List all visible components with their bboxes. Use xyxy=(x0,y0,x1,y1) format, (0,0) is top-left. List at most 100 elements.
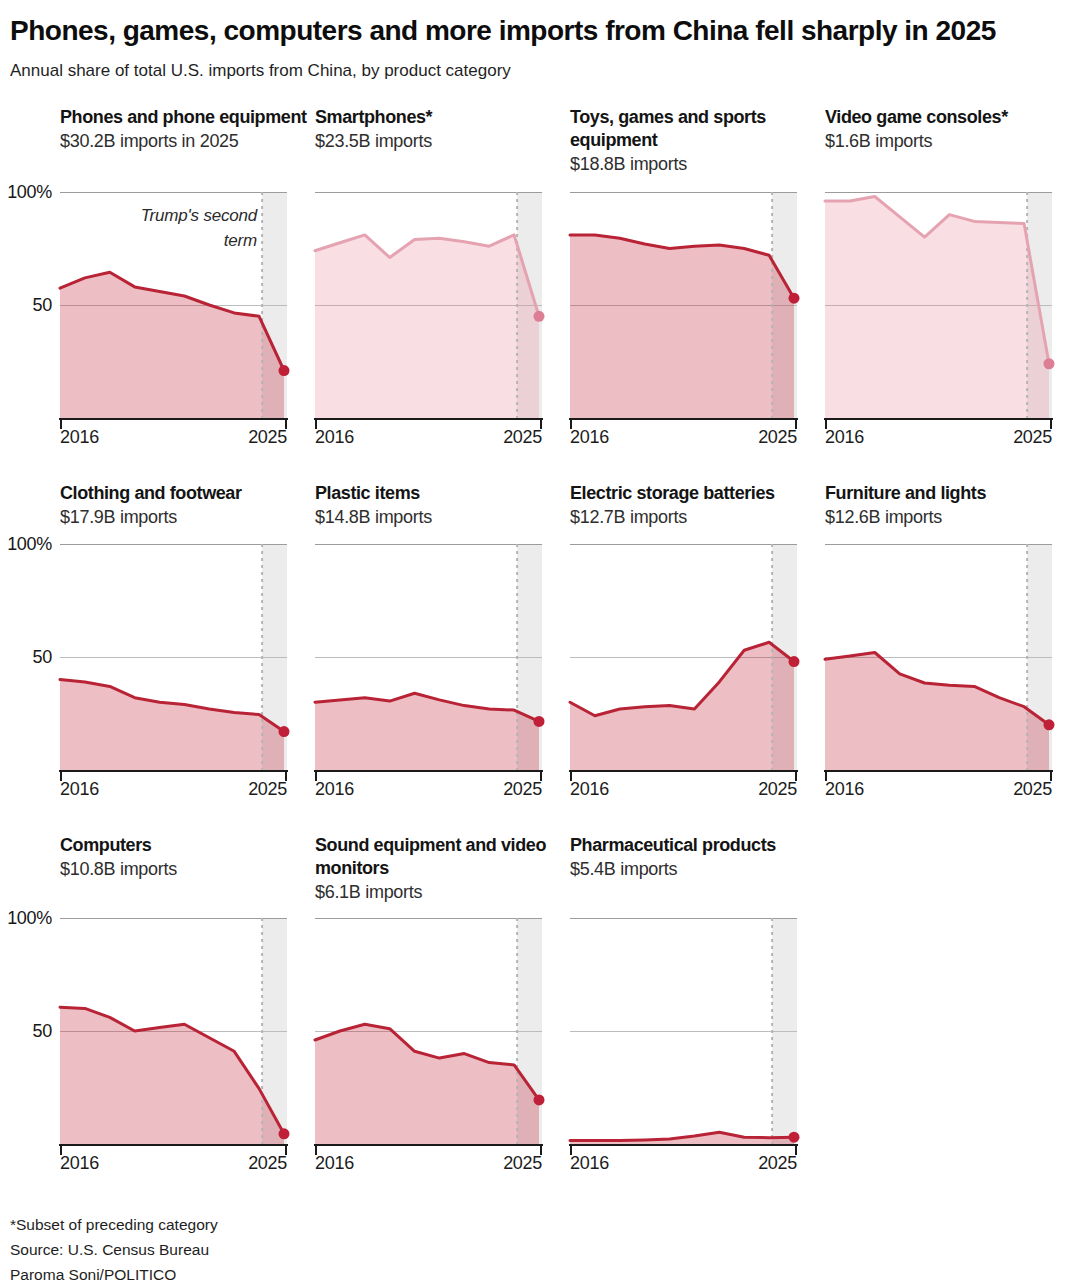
area-series xyxy=(825,653,1049,771)
annotation-trump-second-term: Trump's second term xyxy=(112,203,257,253)
mini-chart-svg xyxy=(315,918,542,1156)
area-series xyxy=(60,680,284,770)
chart-cell-video-game-consoles: Video game consoles* $1.6B imports 2016 … xyxy=(825,106,1052,450)
x-axis-labels: 2016 2025 xyxy=(570,418,797,450)
x-tick-label-end: 2025 xyxy=(248,1153,287,1174)
x-tick-label-end: 2025 xyxy=(248,779,287,800)
y-axis-label-100: 100% xyxy=(0,182,52,203)
chart-value-label: $12.7B imports xyxy=(570,506,822,529)
end-point-dot xyxy=(534,716,545,727)
chart-cell-sound-equipment-and-video-monitors: Sound equipment and video monitors $6.1B… xyxy=(315,834,542,1176)
chart-plot xyxy=(825,544,1052,770)
chart-plot xyxy=(570,918,797,1144)
chart-title: Smartphones* xyxy=(315,106,567,129)
x-tick-label-start: 2016 xyxy=(315,1153,354,1174)
end-point-dot xyxy=(1044,358,1055,369)
x-axis-labels: 2016 2025 xyxy=(315,1144,542,1176)
chart-plot: 100%50 xyxy=(60,544,287,770)
chart-header: Pharmaceutical products $5.4B imports xyxy=(570,834,797,918)
x-tick-label-end: 2025 xyxy=(503,1153,542,1174)
x-axis-labels: 2016 2025 xyxy=(825,418,1052,450)
chart-cell-toys-games-and-sports-equipment: Toys, games and sports equipment $18.8B … xyxy=(570,106,797,450)
chart-title: Video game consoles* xyxy=(825,106,1077,129)
area-series xyxy=(570,235,794,418)
chart-value-label: $1.6B imports xyxy=(825,130,1077,153)
mini-chart-svg xyxy=(570,544,797,782)
mini-chart-svg xyxy=(60,918,287,1156)
mini-chart-svg xyxy=(825,544,1052,782)
x-tick-label-start: 2016 xyxy=(60,427,99,448)
x-tick-label-end: 2025 xyxy=(503,427,542,448)
chart-plot: 100%50 xyxy=(60,918,287,1144)
chart-cell-computers: Computers $10.8B imports 100%50 2016 202… xyxy=(60,834,287,1176)
chart-header: Computers $10.8B imports xyxy=(60,834,287,918)
end-point-dot xyxy=(789,1132,800,1143)
chart-header: Phones and phone equipment $30.2B import… xyxy=(60,106,287,192)
chart-value-label: $10.8B imports xyxy=(60,858,312,881)
mini-chart-svg xyxy=(825,192,1052,430)
chart-plot: 100%50Trump's second term xyxy=(60,192,287,418)
x-tick-label-start: 2016 xyxy=(570,779,609,800)
chart-plot xyxy=(570,192,797,418)
chart-title: Pharmaceutical products xyxy=(570,834,822,857)
mini-chart-svg xyxy=(60,544,287,782)
chart-title: Furniture and lights xyxy=(825,482,1077,505)
mini-chart-svg xyxy=(570,192,797,430)
chart-plot xyxy=(315,918,542,1144)
x-tick-label-start: 2016 xyxy=(60,779,99,800)
x-tick-label-start: 2016 xyxy=(315,779,354,800)
footnote-credit: Paroma Soni/POLITICO xyxy=(10,1262,1080,1287)
end-point-dot xyxy=(279,365,290,376)
chart-title: Phones and phone equipment xyxy=(60,106,312,129)
chart-value-label: $23.5B imports xyxy=(315,130,567,153)
chart-header: Plastic items $14.8B imports xyxy=(315,482,542,544)
area-series xyxy=(825,197,1049,419)
footnote-source: Source: U.S. Census Bureau xyxy=(10,1237,1080,1262)
chart-value-label: $14.8B imports xyxy=(315,506,567,529)
x-axis-labels: 2016 2025 xyxy=(315,770,542,802)
chart-value-label: $12.6B imports xyxy=(825,506,1077,529)
chart-header: Clothing and footwear $17.9B imports xyxy=(60,482,287,544)
chart-cell-furniture-and-lights: Furniture and lights $12.6B imports 2016… xyxy=(825,482,1052,802)
y-axis-label-50: 50 xyxy=(0,647,52,668)
chart-plot xyxy=(315,192,542,418)
y-axis-label-50: 50 xyxy=(0,295,52,316)
chart-value-label: $5.4B imports xyxy=(570,858,822,881)
mini-chart-svg xyxy=(315,192,542,430)
chart-plot xyxy=(825,192,1052,418)
x-tick-label-end: 2025 xyxy=(1013,779,1052,800)
chart-grid: Phones and phone equipment $30.2B import… xyxy=(0,106,1080,1176)
chart-cell-phones-and-phone-equipment: Phones and phone equipment $30.2B import… xyxy=(60,106,287,450)
x-axis-labels: 2016 2025 xyxy=(570,1144,797,1176)
chart-cell-plastic-items: Plastic items $14.8B imports 2016 2025 xyxy=(315,482,542,802)
chart-value-label: $17.9B imports xyxy=(60,506,312,529)
mini-chart-svg xyxy=(570,918,797,1156)
x-tick-label-start: 2016 xyxy=(315,427,354,448)
x-axis-labels: 2016 2025 xyxy=(60,1144,287,1176)
x-tick-label-start: 2016 xyxy=(570,1153,609,1174)
end-point-dot xyxy=(789,656,800,667)
chart-header: Smartphones* $23.5B imports xyxy=(315,106,542,192)
end-point-dot xyxy=(279,1128,290,1139)
area-series xyxy=(315,693,539,770)
x-axis-labels: 2016 2025 xyxy=(60,418,287,450)
area-series xyxy=(315,235,539,418)
x-tick-label-start: 2016 xyxy=(825,427,864,448)
chart-row-1: Phones and phone equipment $30.2B import… xyxy=(60,106,1080,450)
y-axis-label-100: 100% xyxy=(0,534,52,555)
chart-title: Toys, games and sports equipment xyxy=(570,106,822,152)
chart-plot xyxy=(570,544,797,770)
area-series xyxy=(315,1024,539,1144)
chart-value-label: $30.2B imports in 2025 xyxy=(60,130,312,153)
end-point-dot xyxy=(279,726,290,737)
x-tick-label-end: 2025 xyxy=(758,1153,797,1174)
chart-title: Electric storage batteries xyxy=(570,482,822,505)
chart-header: Sound equipment and video monitors $6.1B… xyxy=(315,834,542,918)
chart-header: Toys, games and sports equipment $18.8B … xyxy=(570,106,797,192)
chart-cell-electric-storage-batteries: Electric storage batteries $12.7B import… xyxy=(570,482,797,802)
chart-header: Video game consoles* $1.6B imports xyxy=(825,106,1052,192)
page-subtitle: Annual share of total U.S. imports from … xyxy=(10,61,1080,81)
x-axis-labels: 2016 2025 xyxy=(60,770,287,802)
end-point-dot xyxy=(534,1094,545,1105)
chart-row-2: Clothing and footwear $17.9B imports 100… xyxy=(60,482,1080,802)
